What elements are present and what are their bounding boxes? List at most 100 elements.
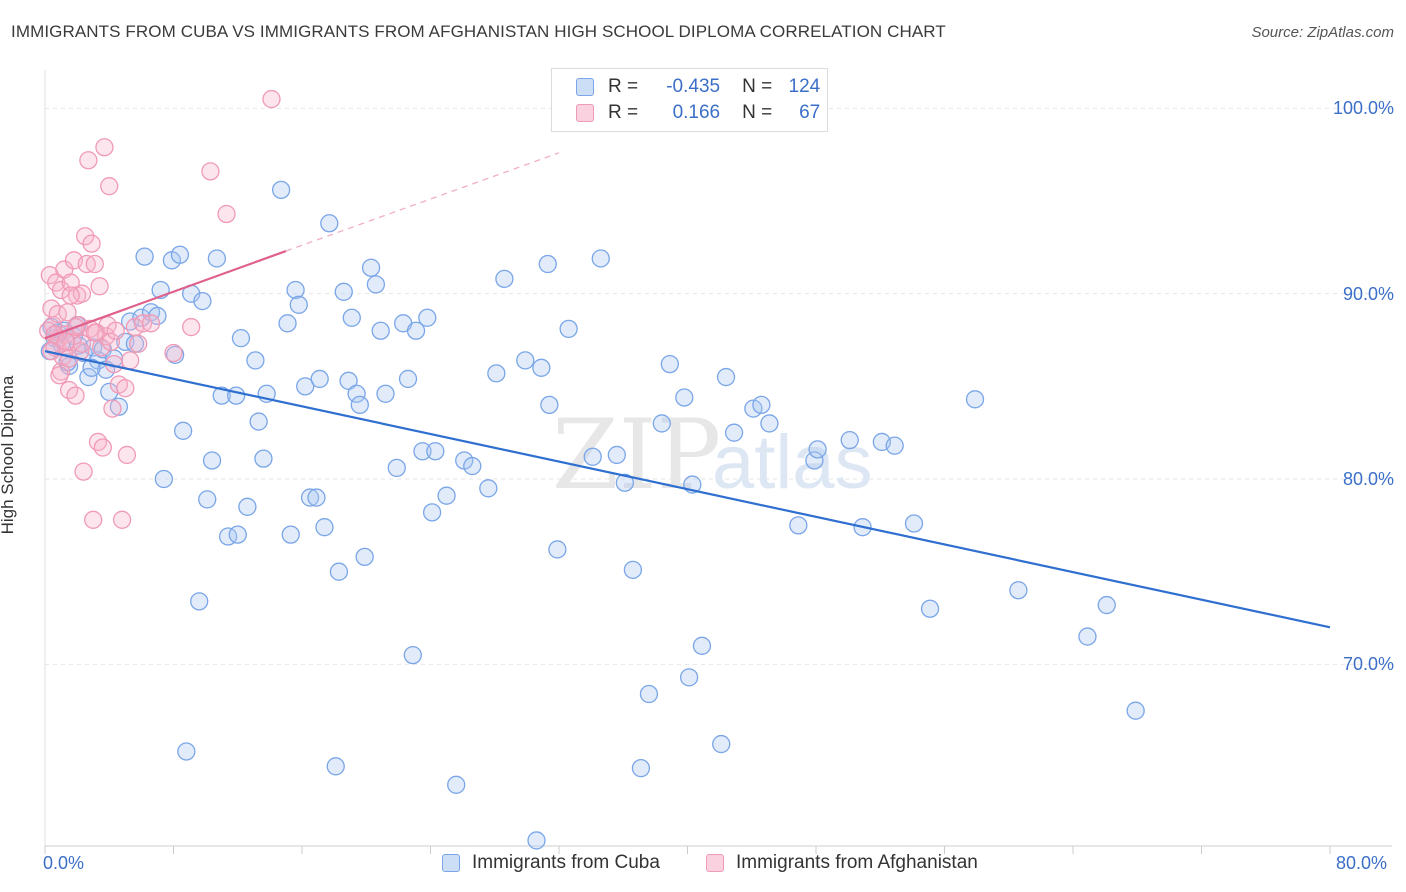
cuba-point: [538, 254, 557, 274]
cuba-point: [315, 518, 334, 537]
cuba-point: [1078, 627, 1097, 646]
cuba-swatch: [576, 78, 594, 96]
cuba-point: [193, 291, 212, 311]
cuba-point: [246, 351, 265, 370]
afghanistan-point: [42, 341, 61, 361]
afghanistan-point: [61, 286, 80, 305]
cuba-point: [623, 560, 643, 579]
stats-row-afghanistan: R = 0.166 N = 67: [576, 102, 820, 124]
afghanistan-point: [85, 254, 104, 274]
legend-label-afghanistan: Immigrants from Afghanistan: [736, 852, 978, 873]
legend-item-cuba: Immigrants from Cuba: [442, 852, 660, 874]
cuba-point: [347, 384, 366, 403]
cuba-point: [808, 440, 827, 459]
cuba-point: [334, 282, 353, 301]
series-cuba-points: [40, 180, 1145, 850]
afghanistan-point: [164, 343, 183, 363]
cuba-point: [148, 306, 167, 326]
n-label: N =: [742, 102, 773, 123]
cuba-point: [403, 645, 422, 665]
afghanistan-point: [90, 277, 109, 296]
afghanistan-point: [76, 227, 95, 246]
cuba-point: [540, 395, 559, 415]
cuba-point: [495, 269, 514, 289]
cuba-point: [296, 377, 315, 396]
afghanistan-swatch: [706, 854, 724, 872]
cuba-point: [724, 423, 744, 442]
afghanistan-point: [84, 510, 103, 529]
cuba-point: [387, 458, 406, 478]
chart-title: IMMIGRANTS FROM CUBA VS IMMIGRANTS FROM …: [11, 22, 946, 41]
cuba-point: [212, 386, 231, 405]
cuba-point: [406, 321, 426, 340]
afghanistan-point: [72, 334, 92, 353]
cuba-point: [885, 436, 904, 455]
legend-label-cuba: Immigrants from Cuba: [472, 852, 660, 873]
cuba-point: [371, 321, 390, 340]
watermark-atlas: atlas: [712, 420, 873, 505]
afghanistan-point: [217, 204, 236, 224]
cuba-point: [154, 469, 174, 489]
cuba-point: [254, 449, 273, 468]
cuba-point: [479, 479, 498, 498]
cuba-point: [548, 540, 567, 559]
afghanistan-point: [79, 151, 98, 170]
afghanistan-point: [74, 462, 93, 481]
cuba-point: [278, 314, 297, 333]
afghanistan-point: [95, 138, 114, 157]
cuba-point: [840, 430, 859, 450]
cuba-point: [307, 488, 326, 507]
cuba-point: [487, 364, 506, 383]
cuba-point: [591, 249, 610, 268]
afghanistan-point: [116, 379, 135, 398]
cuba-point: [752, 395, 771, 415]
afghanistan-point: [101, 332, 121, 352]
cuba-point: [422, 503, 442, 522]
cuba-point: [920, 599, 940, 618]
y-tick-label: 70.0%: [1342, 654, 1394, 675]
cuba-point: [426, 442, 445, 461]
afghanistan-point: [100, 177, 119, 196]
cuba-point: [712, 734, 731, 754]
cuba-point: [281, 525, 300, 544]
cuba-point: [583, 447, 602, 466]
cuba-point: [559, 319, 578, 339]
cuba-point: [350, 395, 369, 415]
gridlines: [45, 107, 1392, 665]
cuba-point: [249, 412, 268, 431]
stats-legend: R = -0.435 N = 124 R = 0.166 N = 67: [551, 68, 828, 132]
cuba-point: [228, 525, 247, 544]
cuba-point: [231, 329, 251, 348]
cuba-point: [447, 775, 466, 794]
n-value-afghanistan: 67: [799, 102, 821, 123]
cuba-point: [190, 592, 209, 611]
y-tick-label: 100.0%: [1332, 98, 1394, 119]
cuba-point: [310, 369, 329, 389]
y-tick-label: 80.0%: [1342, 469, 1394, 490]
cuba-point: [177, 742, 196, 761]
cuba-point: [679, 668, 699, 687]
cuba-point: [1097, 595, 1116, 615]
cuba-point: [805, 451, 824, 470]
cuba-point: [1009, 581, 1028, 600]
trend-lines: [44, 152, 1331, 629]
cuba-point: [652, 414, 671, 433]
source-credit: Source: ZipAtlas.com: [1251, 24, 1394, 41]
n-label: N =: [742, 76, 773, 97]
trend-line-cuba: [44, 350, 1331, 629]
cuba-point: [1126, 701, 1145, 720]
afghanistan-swatch: [576, 104, 594, 122]
afghanistan-point: [129, 334, 148, 353]
r-value-afghanistan: 0.166: [672, 102, 721, 123]
cuba-point: [289, 295, 308, 314]
cuba-point: [516, 351, 535, 370]
trend-line-afghanistan: [44, 250, 287, 340]
r-label: R =: [608, 76, 639, 97]
afghanistan-point: [117, 445, 137, 465]
cuba-point: [413, 442, 432, 461]
cuba-point: [355, 547, 374, 567]
afghanistan-point: [262, 89, 281, 109]
afghanistan-point: [112, 510, 132, 529]
cuba-point: [170, 245, 190, 264]
